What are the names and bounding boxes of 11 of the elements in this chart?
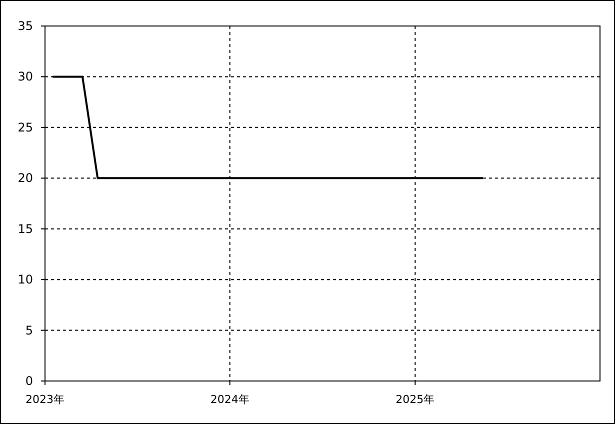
- y-tick-label: 25: [18, 120, 33, 134]
- y-tick-label: 35: [18, 19, 33, 33]
- y-tick-label: 30: [18, 70, 33, 84]
- x-tick-label: 2024年: [210, 393, 250, 406]
- y-tick-label: 10: [18, 272, 33, 287]
- x-tick-label: 2025年: [396, 393, 435, 406]
- y-tick-label: 5: [25, 323, 33, 338]
- y-tick-label: 0: [25, 374, 33, 388]
- y-tick-label: 20: [18, 171, 33, 186]
- x-tick-label: 2023年: [26, 393, 64, 406]
- y-tick-label: 15: [18, 222, 33, 236]
